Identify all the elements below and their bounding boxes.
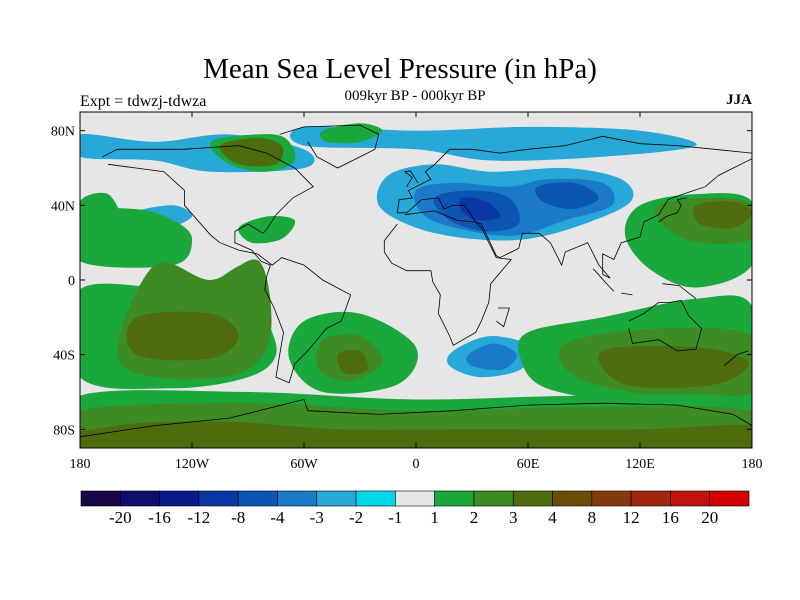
anomaly-region-23 xyxy=(693,201,752,229)
legend-label-8: 1 xyxy=(430,508,439,527)
legend-label-2: -12 xyxy=(188,508,211,527)
anomaly-contours xyxy=(80,123,752,448)
legend-label-13: 12 xyxy=(623,508,640,527)
coastline-11 xyxy=(662,283,697,300)
experiment-label: Expt = tdwzj-tdwza xyxy=(80,93,207,110)
y-tick-label-0: 80N xyxy=(51,125,75,140)
x-tick-label-6: 180 xyxy=(742,457,763,472)
y-tick-label-3: 40S xyxy=(53,349,75,364)
anomaly-region-8 xyxy=(466,343,517,371)
anomaly-region-28 xyxy=(219,138,284,167)
legend-label-3: -8 xyxy=(231,508,245,527)
coastline-7 xyxy=(403,170,419,187)
legend-label-5: -3 xyxy=(310,508,324,527)
legend-swatch-2 xyxy=(159,490,200,507)
legend-swatch-9 xyxy=(434,490,475,507)
x-tick-label-4: 60E xyxy=(517,457,540,472)
legend-swatch-13 xyxy=(591,490,632,507)
coastline-5 xyxy=(628,300,703,352)
anomaly-region-0 xyxy=(289,126,697,161)
legend-swatch-11 xyxy=(512,490,553,507)
x-tick-label-0: 180 xyxy=(70,457,91,472)
legend-label-0: -20 xyxy=(109,508,132,527)
legend-label-1: -16 xyxy=(148,508,171,527)
legend-swatch-7 xyxy=(355,490,396,507)
legend-swatch-8 xyxy=(395,490,435,507)
y-tick-label-4: 80S xyxy=(53,423,75,438)
y-tick-label-2: 0 xyxy=(68,274,75,289)
coastline-12 xyxy=(723,350,749,367)
coastline-0 xyxy=(102,145,352,384)
legend-swatch-3 xyxy=(198,490,239,507)
legend-swatch-6 xyxy=(316,490,357,507)
legend-label-6: -2 xyxy=(349,508,363,527)
coastline-10 xyxy=(621,292,633,296)
coastline-1 xyxy=(279,124,380,169)
legend-label-14: 16 xyxy=(662,508,679,527)
legend-swatch-0 xyxy=(80,490,121,507)
coastline-13 xyxy=(496,307,510,328)
coastline-9 xyxy=(593,268,615,292)
legend-label-9: 2 xyxy=(470,508,479,527)
coastline-2 xyxy=(396,135,752,213)
x-tick-label-1: 120W xyxy=(175,457,210,472)
legend-swatch-1 xyxy=(119,490,160,507)
legend-swatch-10 xyxy=(473,490,514,507)
legend-swatch-14 xyxy=(630,490,671,507)
anomaly-region-17 xyxy=(336,349,369,375)
chart-subtitle: 009kyr BP - 000kyr BP xyxy=(344,88,486,104)
legend-swatch-16 xyxy=(709,490,750,507)
anomaly-region-26 xyxy=(80,421,752,448)
legend-label-7: -1 xyxy=(388,508,402,527)
coastlines xyxy=(80,124,752,438)
season-label: JJA xyxy=(726,92,752,108)
coastline-6 xyxy=(80,399,752,438)
y-tick-label-1: 40N xyxy=(51,199,75,214)
legend-swatch-15 xyxy=(670,490,711,507)
color-legend: -20 -16 -12 -8 -4 -3 -2 -1 1 2 3 4 8 12 16 20 xyxy=(80,490,750,527)
x-tick-label-2: 60W xyxy=(290,457,318,472)
anomaly-region-31 xyxy=(80,192,122,237)
legend-label-12: 8 xyxy=(588,508,597,527)
anomaly-region-5 xyxy=(535,182,599,210)
legend-label-10: 3 xyxy=(509,508,518,527)
legend-swatch-5 xyxy=(277,490,318,507)
legend-label-4: -4 xyxy=(270,508,285,527)
legend-label-15: 20 xyxy=(701,508,718,527)
coastline-3 xyxy=(397,158,752,279)
chart-title: Mean Sea Level Pressure (in hPa) xyxy=(203,53,597,85)
anomaly-region-20 xyxy=(598,345,749,389)
coastline-4 xyxy=(383,210,512,346)
legend-swatch-4 xyxy=(237,490,278,507)
coastline-8 xyxy=(658,197,687,223)
anomaly-region-14 xyxy=(126,311,239,361)
legend-swatch-12 xyxy=(552,490,593,507)
anomaly-region-6 xyxy=(459,197,501,221)
x-tick-label-5: 120E xyxy=(625,457,655,472)
axis-ticks: 180 120W 60W 0 60E 120E 180 80N 40N 0 40S 80S xyxy=(51,112,763,472)
legend-label-11: 4 xyxy=(548,508,557,527)
x-tick-label-3: 0 xyxy=(413,457,420,472)
